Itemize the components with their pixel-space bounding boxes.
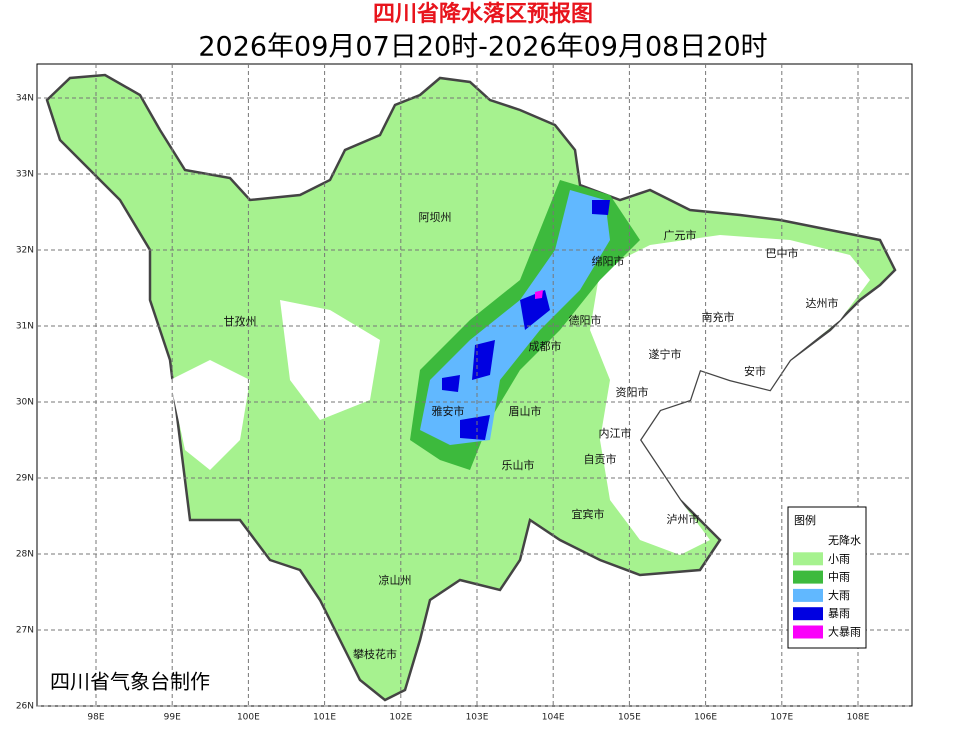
- legend-title: 图例: [794, 513, 816, 527]
- city-label: 宜宾市: [572, 507, 605, 521]
- rainstorm-area: [442, 375, 460, 392]
- legend-label: 中雨: [828, 571, 850, 584]
- legend-swatch: [793, 534, 823, 547]
- city-label: 甘孜州: [224, 314, 257, 328]
- city-label: 成都市: [529, 339, 562, 353]
- city-label: 广元市: [664, 228, 697, 242]
- no-rain-area: [280, 300, 380, 420]
- y-tick-label: 29N: [16, 474, 34, 484]
- rainstorm-area: [520, 290, 550, 330]
- city-label: 南充市: [702, 310, 735, 324]
- y-tick-label: 30N: [16, 398, 34, 408]
- city-label: 遂宁市: [649, 347, 682, 361]
- city-label: 凉山州: [379, 573, 412, 587]
- x-tick-label: 101E: [313, 713, 336, 723]
- x-tick-label: 107E: [770, 713, 793, 723]
- city-label: 乐山市: [502, 458, 535, 472]
- y-tick-label: 32N: [16, 246, 34, 256]
- legend-label: 暴雨: [828, 607, 850, 620]
- legend-label: 大暴雨: [828, 625, 861, 639]
- credit: 四川省气象台制作: [50, 670, 210, 694]
- legend-swatch: [793, 625, 823, 639]
- x-tick-label: 106E: [694, 713, 717, 723]
- legend-swatch: [793, 588, 823, 602]
- y-tick-label: 34N: [16, 94, 34, 104]
- city-label: 雅安市: [432, 404, 465, 418]
- legend-label: 小雨: [828, 552, 850, 565]
- extreme-rain-area: [535, 290, 543, 299]
- city-label: 达州市: [806, 296, 839, 310]
- city-label: 资阳市: [616, 385, 649, 399]
- x-tick-label: 108E: [847, 713, 870, 723]
- y-tick-label: 31N: [16, 322, 34, 332]
- x-tick-label: 105E: [618, 713, 641, 723]
- x-tick-label: 104E: [542, 713, 565, 723]
- x-tick-label: 98E: [87, 713, 104, 723]
- x-tick-label: 99E: [164, 713, 181, 723]
- rainstorm-area: [472, 340, 495, 380]
- city-label: 巴中市: [766, 246, 799, 260]
- no-rain-area: [590, 235, 870, 555]
- rainstorm-area: [592, 200, 610, 215]
- city-label: 安市: [744, 364, 766, 378]
- legend-label: 无降水: [828, 533, 861, 547]
- legend-swatch: [793, 552, 823, 566]
- y-tick-label: 28N: [16, 550, 34, 560]
- subtitle: 2026年09月07日20时-2026年09月08日20时: [198, 32, 767, 63]
- legend-swatch: [793, 607, 823, 621]
- y-tick-label: 26N: [16, 702, 34, 712]
- city-label: 自贡市: [584, 452, 617, 466]
- legend-label: 大雨: [828, 588, 850, 602]
- city-label: 攀枝花市: [353, 647, 397, 661]
- city-label: 内江市: [599, 426, 632, 440]
- rainstorm-area: [460, 415, 490, 440]
- city-label: 绵阳市: [592, 254, 625, 268]
- city-label: 阿坝州: [419, 210, 452, 224]
- grid: 98E 99E 100E 101E 102E 103E 104E 105E 106E 107E 10…: [16, 64, 912, 723]
- city-label: 泸州市: [667, 512, 700, 526]
- city-label: 眉山市: [509, 404, 542, 418]
- heavy-rain-area: [420, 190, 610, 445]
- x-tick-label: 100E: [237, 713, 260, 723]
- province: [45, 73, 897, 702]
- x-tick-label: 102E: [389, 713, 412, 723]
- no-rain-area: [170, 360, 250, 470]
- city-label: 德阳市: [569, 313, 602, 327]
- legend-swatch: [793, 570, 823, 584]
- y-tick-label: 33N: [16, 170, 34, 180]
- x-tick-label: 103E: [466, 713, 489, 723]
- title: 四川省降水落区预报图: [373, 2, 593, 27]
- y-tick-label: 27N: [16, 626, 34, 636]
